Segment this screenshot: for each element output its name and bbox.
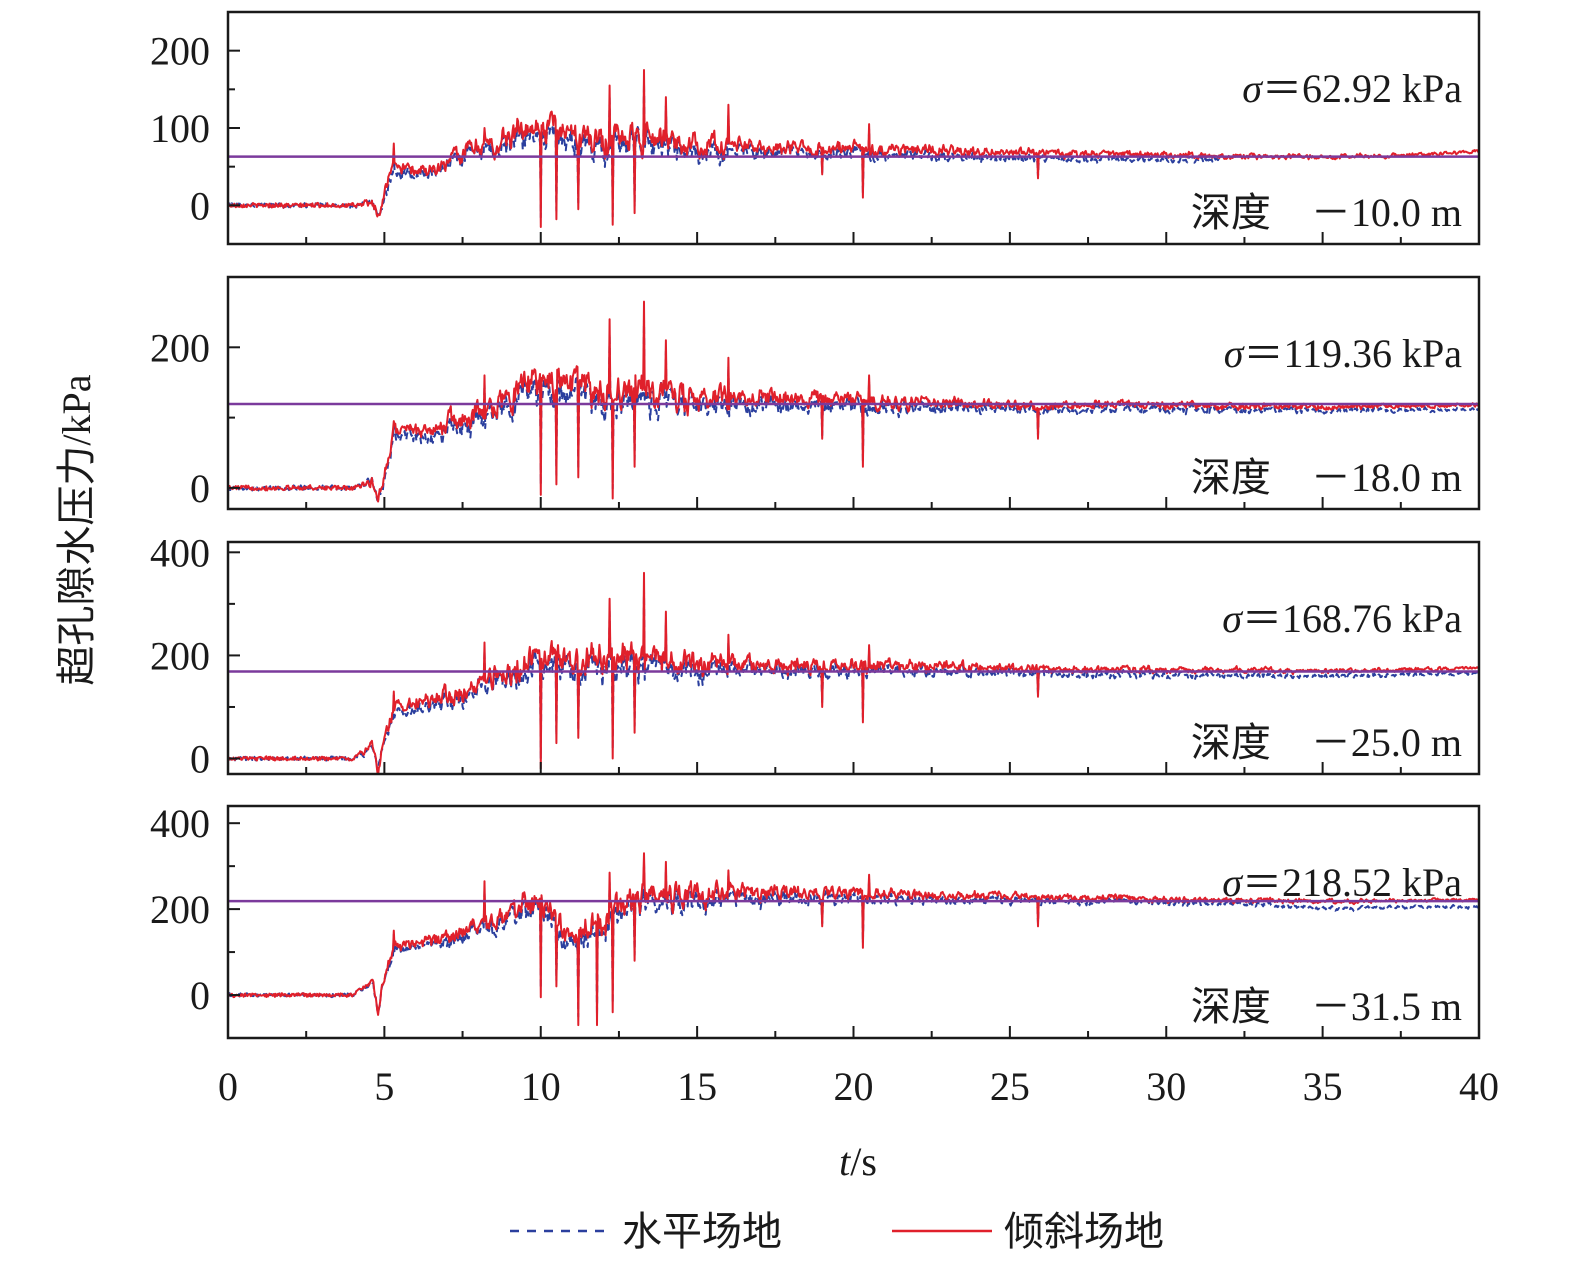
- panel-1-sigma-label: σ＝62.92 kPa: [1242, 66, 1462, 111]
- xtick-label: 10: [521, 1064, 561, 1109]
- panel-3-depth-label: 深度 －25.0 m: [1191, 720, 1462, 765]
- panel-2: 0 200 σ＝119.36 kPa 深度 －18.0 m: [150, 275, 1481, 511]
- panel-1: 0 100 200 σ＝62.92 kPa 深度 －10.0 m: [150, 10, 1481, 246]
- panel-1-depth-label: 深度 －10.0 m: [1191, 190, 1462, 235]
- xtick-label: 15: [677, 1064, 717, 1109]
- panel-1-ytick-label: 100: [150, 106, 210, 151]
- xtick-label: 35: [1303, 1064, 1343, 1109]
- xtick-label: 30: [1146, 1064, 1186, 1109]
- panel-2-inclined-line: [228, 300, 1479, 503]
- panel-4-ytick-label: 0: [190, 973, 210, 1018]
- chart-panels: 0 100 200 σ＝62.92 kPa 深度 －10.0 m 0 200 σ＝119.36…: [150, 10, 1481, 1040]
- panel-1-ytick-label: 200: [150, 29, 210, 74]
- panel-3-ytick-label: 0: [190, 737, 210, 782]
- panel-3-inclined-line: [228, 571, 1479, 774]
- panel-4-horizontal-line: [228, 861, 1479, 1018]
- panel-4-inclined-line: [228, 852, 1479, 1027]
- panel-4-sigma-label: σ＝218.52 kPa: [1222, 860, 1462, 905]
- x-axis-label: t/s: [839, 1139, 877, 1184]
- panel-2-ytick-label: 0: [190, 466, 210, 511]
- panel-4-depth-label: 深度 －31.5 m: [1191, 984, 1462, 1029]
- xtick-label: 20: [834, 1064, 874, 1109]
- legend-label-horizontal: 水平场地: [622, 1209, 782, 1254]
- panel-2-depth-label: 深度 －18.0 m: [1191, 455, 1462, 500]
- xtick-label: 0: [218, 1064, 238, 1109]
- legend: 水平场地 倾斜场地: [510, 1209, 1164, 1254]
- y-axis-label: 超孔隙水压力/kPa: [54, 374, 99, 685]
- xtick-label: 40: [1459, 1064, 1499, 1109]
- panel-2-sigma-label: σ＝119.36 kPa: [1224, 331, 1462, 376]
- panel-3-ytick-label: 400: [150, 530, 210, 575]
- panel-2-ytick-label: 200: [150, 325, 210, 370]
- panel-4: 0 200 400 σ＝218.52 kPa 深度 －31.5 m: [150, 801, 1481, 1040]
- xtick-label: 5: [374, 1064, 394, 1109]
- panel-3-sigma-label: σ＝168.76 kPa: [1222, 596, 1462, 641]
- legend-label-inclined: 倾斜场地: [1004, 1209, 1164, 1254]
- xtick-label: 25: [990, 1064, 1030, 1109]
- panel-1-ytick-label: 0: [190, 183, 210, 228]
- panel-4-ytick-label: 400: [150, 801, 210, 846]
- x-axis: 0 5 10 15 20 25 30 35 40: [218, 232, 1499, 1109]
- panel-3-ytick-label: 200: [150, 633, 210, 678]
- panel-4-series: [228, 852, 1479, 1027]
- panel-3: 0 200 400 σ＝168.76 kPa 深度 －25.0 m: [150, 530, 1481, 782]
- panel-4-ytick-label: 200: [150, 887, 210, 932]
